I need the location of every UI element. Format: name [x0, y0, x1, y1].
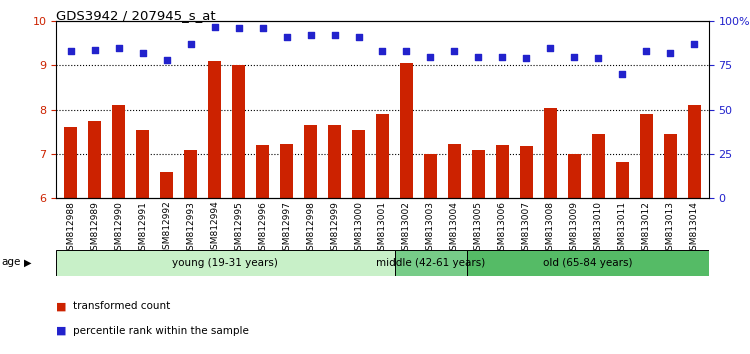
Point	[640, 48, 652, 54]
Text: GSM813006: GSM813006	[498, 201, 507, 256]
Point	[256, 25, 268, 31]
Point	[496, 54, 508, 59]
Text: GSM812999: GSM812999	[330, 201, 339, 256]
Bar	[232, 65, 245, 198]
Point	[352, 34, 364, 40]
Text: GSM812997: GSM812997	[282, 201, 291, 256]
Point	[616, 72, 628, 77]
Text: GSM812994: GSM812994	[210, 201, 219, 256]
Point	[376, 48, 388, 54]
Bar	[688, 105, 701, 198]
Point	[112, 45, 125, 51]
Text: GSM813013: GSM813013	[666, 201, 675, 256]
Text: old (65-84 years): old (65-84 years)	[543, 258, 633, 268]
Text: young (19-31 years): young (19-31 years)	[172, 258, 278, 268]
Text: GSM812996: GSM812996	[258, 201, 267, 256]
Text: ■: ■	[56, 301, 67, 311]
Text: GSM812988: GSM812988	[66, 201, 75, 256]
Bar	[568, 154, 581, 198]
Bar	[56, 250, 394, 276]
Bar	[280, 144, 293, 198]
Bar	[467, 250, 709, 276]
Bar	[136, 130, 149, 198]
Bar	[352, 130, 365, 198]
Bar	[664, 134, 677, 198]
Point	[304, 33, 316, 38]
Point	[664, 50, 676, 56]
Bar	[592, 134, 605, 198]
Point	[520, 56, 532, 61]
Text: ▶: ▶	[24, 258, 32, 268]
Point	[209, 24, 220, 29]
Text: GSM813003: GSM813003	[426, 201, 435, 256]
Text: GSM813009: GSM813009	[570, 201, 579, 256]
Text: ■: ■	[56, 326, 67, 336]
Text: GSM813010: GSM813010	[594, 201, 603, 256]
Text: GSM812998: GSM812998	[306, 201, 315, 256]
Text: GSM813000: GSM813000	[354, 201, 363, 256]
Bar	[88, 121, 101, 198]
Point	[160, 57, 172, 63]
Point	[688, 41, 700, 47]
Point	[328, 33, 340, 38]
Text: GSM813007: GSM813007	[522, 201, 531, 256]
Text: GSM813008: GSM813008	[546, 201, 555, 256]
Bar	[184, 150, 197, 198]
Text: age: age	[2, 257, 21, 267]
Text: GSM813004: GSM813004	[450, 201, 459, 256]
Text: GSM812991: GSM812991	[138, 201, 147, 256]
Text: GSM813001: GSM813001	[378, 201, 387, 256]
Point	[592, 56, 604, 61]
Bar	[64, 127, 77, 198]
Text: GSM812995: GSM812995	[234, 201, 243, 256]
Bar	[160, 172, 173, 198]
Text: GSM813012: GSM813012	[642, 201, 651, 256]
Text: GDS3942 / 207945_s_at: GDS3942 / 207945_s_at	[56, 9, 216, 22]
Point	[136, 50, 148, 56]
Bar	[520, 146, 533, 198]
Bar	[112, 105, 125, 198]
Point	[232, 25, 244, 31]
Text: GSM813011: GSM813011	[618, 201, 627, 256]
Bar	[328, 125, 341, 198]
Bar	[496, 145, 509, 198]
Point	[544, 45, 556, 51]
Point	[448, 48, 460, 54]
Bar	[376, 114, 389, 198]
Text: GSM812992: GSM812992	[162, 201, 171, 256]
Text: middle (42-61 years): middle (42-61 years)	[376, 258, 485, 268]
Text: transformed count: transformed count	[73, 301, 170, 311]
Text: percentile rank within the sample: percentile rank within the sample	[73, 326, 248, 336]
Point	[424, 54, 436, 59]
Text: GSM812989: GSM812989	[90, 201, 99, 256]
Text: GSM813005: GSM813005	[474, 201, 483, 256]
Bar	[472, 150, 485, 198]
Point	[400, 48, 412, 54]
Text: GSM812993: GSM812993	[186, 201, 195, 256]
Bar	[394, 250, 467, 276]
Text: GSM813014: GSM813014	[690, 201, 699, 256]
Point	[88, 47, 101, 52]
Point	[472, 54, 484, 59]
Bar	[256, 145, 269, 198]
Bar	[424, 154, 437, 198]
Bar	[208, 61, 221, 198]
Point	[568, 54, 580, 59]
Bar	[544, 108, 557, 198]
Point	[280, 34, 292, 40]
Bar	[400, 63, 413, 198]
Text: GSM813002: GSM813002	[402, 201, 411, 256]
Bar	[448, 144, 461, 198]
Point	[64, 48, 76, 54]
Text: GSM812990: GSM812990	[114, 201, 123, 256]
Point	[184, 41, 196, 47]
Bar	[304, 125, 317, 198]
Bar	[640, 114, 653, 198]
Bar	[616, 162, 629, 198]
